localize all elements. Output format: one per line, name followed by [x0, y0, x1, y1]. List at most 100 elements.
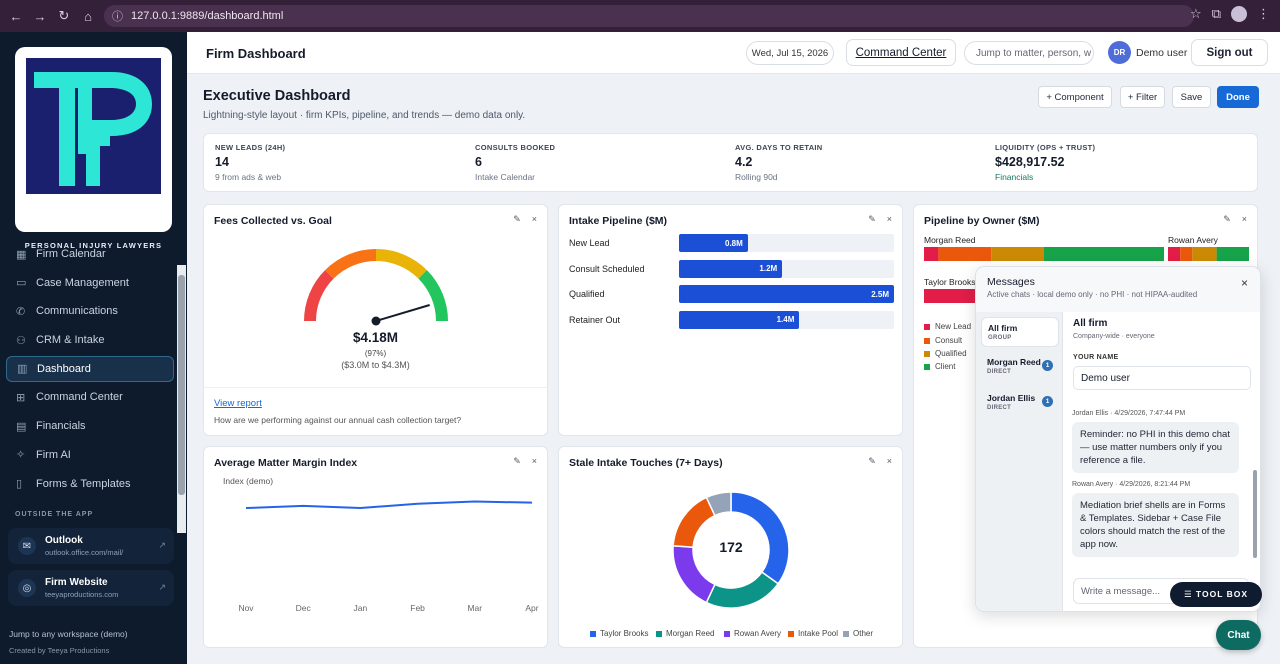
done-button[interactable]: Done	[1217, 86, 1259, 108]
close-icon[interactable]: ×	[886, 456, 892, 466]
tool-box-button[interactable]: ☰ TOOL BOX	[1170, 582, 1262, 607]
your-name-input[interactable]: Demo user	[1073, 366, 1251, 390]
star-icon[interactable]: ☆	[1190, 6, 1202, 21]
edit-icon[interactable]: ✎	[868, 456, 876, 466]
sidebar-nav: ▦ Firm Calendar ▭ Case Management ✆ Communica…	[6, 241, 174, 499]
owner-label: Morgan Reed	[924, 235, 976, 245]
back-icon[interactable]: ←	[9, 8, 23, 24]
external-title: Outlook	[45, 535, 83, 546]
avatar[interactable]: DR	[1108, 41, 1131, 64]
edit-icon[interactable]: ✎	[1223, 214, 1231, 224]
jump-search-input[interactable]: Jump to matter, person, w	[964, 41, 1094, 65]
pipeline-row: Consult Scheduled 1.2M	[569, 259, 894, 278]
pipeline-bar: 1.4M	[679, 310, 800, 329]
external-url: outlook.office.com/mail/	[45, 548, 124, 557]
channel-all-firm[interactable]: All firm GROUP	[981, 317, 1059, 347]
message-bubble: Reminder: no PHI in this demo chat — use…	[1072, 422, 1239, 473]
sidebar-item-firm-calendar[interactable]: ▦ Firm Calendar	[6, 241, 174, 267]
owner-segment	[1168, 247, 1181, 261]
legend-swatch	[924, 350, 930, 357]
sidebar-item-label: Case Management	[36, 276, 129, 289]
external-link-outlook[interactable]: ✉ Outlook outlook.office.com/mail/ ↗	[8, 528, 174, 564]
margin-line-chart: Nov Dec Jan Feb Mar Apr	[238, 500, 539, 613]
address-bar[interactable]: ⓘ 127.0.0.1:9889/dashboard.html	[104, 5, 1194, 27]
gauge-band	[375, 249, 427, 279]
donut-slice	[705, 571, 780, 609]
chat-button[interactable]: Chat	[1216, 620, 1261, 650]
jump-workspace-link[interactable]: Jump to any workspace (demo)	[9, 629, 128, 639]
gauge-chart	[304, 249, 448, 326]
home-icon[interactable]: ⌂	[84, 8, 92, 24]
open-external-icon: ↗	[158, 540, 166, 550]
sidebar-item-command-center[interactable]: ⊞ Command Center	[6, 384, 174, 410]
messages-panel: Messages Active chats · local demo only …	[975, 266, 1261, 612]
edit-icon[interactable]: ✎	[868, 214, 876, 224]
gauge-band	[418, 270, 448, 322]
edit-icon[interactable]: ✎	[513, 214, 521, 224]
card-title: Fees Collected vs. Goal	[214, 215, 332, 227]
kpi-days-retain: AVG. DAYS TO RETAIN 4.2 Rolling 90d	[735, 143, 823, 182]
firm-logo[interactable]	[15, 47, 172, 232]
forward-icon[interactable]: →	[33, 8, 47, 24]
channel-jordan-ellis[interactable]: Jordan Ellis DIRECT 1	[981, 388, 1059, 418]
kpi-value: $428,917.52	[995, 155, 1065, 169]
pipeline-card: Intake Pipeline ($M) ✎ × New Lead 0.8M Cons…	[558, 204, 903, 436]
menu-icon[interactable]: ⋮	[1257, 6, 1270, 21]
date-pill: Wed, Jul 15, 2026	[746, 41, 834, 65]
close-icon[interactable]: ×	[1240, 276, 1248, 290]
donut-legend-item: Intake Pool	[788, 629, 838, 638]
pipeline-row: Retainer Out 1.4M	[569, 310, 894, 329]
sidebar-scrollbar[interactable]	[177, 265, 186, 533]
kpi-sub: Intake Calendar	[475, 172, 536, 182]
legend-label: Morgan Reed	[666, 629, 715, 638]
gauge-value: $4.18M	[352, 330, 399, 345]
sidebar-item-forms-templates[interactable]: ▯ Forms & Templates	[6, 471, 174, 497]
message-meta: Jordan Ellis · 4/29/2026, 7:47:44 PM	[1072, 410, 1186, 417]
profile-icon[interactable]	[1231, 6, 1247, 22]
thread-scrollbar[interactable]	[1252, 398, 1258, 562]
close-icon[interactable]: ×	[886, 214, 892, 224]
reload-icon[interactable]: ↻	[58, 8, 70, 23]
close-icon[interactable]: ×	[1241, 214, 1247, 224]
your-name-label: YOUR NAME	[1073, 354, 1119, 361]
add-filter-button[interactable]: + Filter	[1120, 86, 1165, 108]
sidebar-item-firm-ai[interactable]: ✧ Firm AI	[6, 442, 174, 468]
users-icon: ⚇	[16, 334, 26, 347]
sidebar-item-communications[interactable]: ✆ Communications	[6, 298, 174, 324]
sidebar-item-label: CRM & Intake	[36, 334, 105, 347]
external-url: teeyaproductions.com	[45, 590, 119, 599]
external-link-website[interactable]: ◎ Firm Website teeyaproductions.com ↗	[8, 570, 174, 606]
close-icon[interactable]: ×	[531, 456, 537, 466]
sidebar-item-label: Command Center	[36, 391, 123, 404]
card-title: Average Matter Margin Index	[214, 457, 358, 469]
kpi-label: LIQUIDITY (OPS + TRUST)	[995, 143, 1096, 152]
channel-morgan-reed[interactable]: Morgan Reed DIRECT 1	[981, 352, 1059, 382]
sidebar-item-label: Dashboard	[37, 362, 91, 375]
command-center-button[interactable]: Command Center	[846, 39, 956, 66]
margin-line	[245, 500, 533, 510]
legend-swatch	[724, 630, 730, 637]
site-info-icon[interactable]: ⓘ	[112, 11, 123, 23]
sidebar-item-crm-intake[interactable]: ⚇ CRM & Intake	[6, 327, 174, 353]
close-icon[interactable]: ×	[531, 214, 537, 224]
sidebar-item-dashboard[interactable]: ▥ Dashboard	[6, 355, 174, 382]
financials-link[interactable]: Financials	[995, 172, 1034, 182]
view-report-link[interactable]: View report	[214, 398, 262, 409]
edit-icon[interactable]: ✎	[513, 456, 521, 466]
kpi-value: 6	[475, 155, 482, 169]
donut-legend-item: Rowan Avery	[724, 629, 781, 638]
sign-out-button[interactable]: Sign out	[1191, 39, 1268, 66]
grid-icon: ⊞	[16, 391, 26, 404]
owner-segment	[1044, 247, 1164, 261]
kpi-consults: CONSULTS BOOKED 6 Intake Calendar	[475, 143, 555, 182]
legend-swatch	[924, 323, 930, 330]
browser-toolbar: ← → ↻ ⌂ ⓘ 127.0.0.1:9889/dashboard.html …	[0, 0, 1280, 32]
sidebar-item-financials[interactable]: ▤ Financials	[6, 413, 174, 439]
stale-card: Stale Intake Touches (7+ Days) ✎ × 172	[558, 446, 903, 648]
add-component-button[interactable]: + Component	[1038, 86, 1112, 108]
sidebar-item-case-management[interactable]: ▭ Case Management	[6, 270, 174, 296]
pipeline-track: 1.2M	[679, 259, 894, 278]
extensions-icon[interactable]: ⧉	[1211, 6, 1221, 21]
sidebar-item-label: Firm Calendar	[36, 248, 106, 260]
save-button[interactable]: Save	[1172, 86, 1211, 108]
